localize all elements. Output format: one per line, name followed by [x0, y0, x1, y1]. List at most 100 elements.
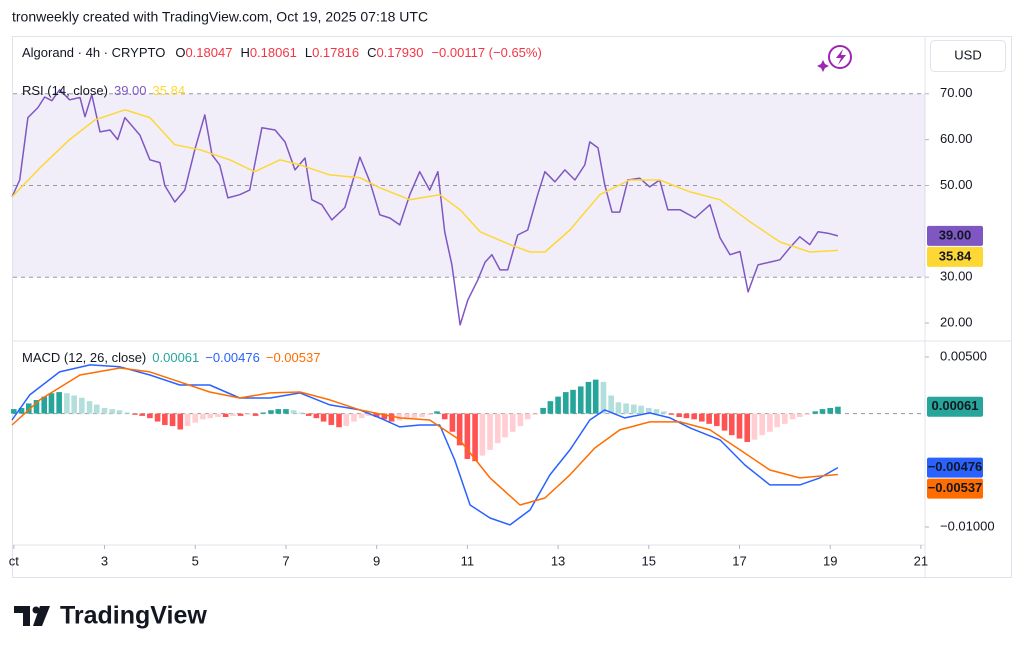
y-tick-label: 60.00	[940, 131, 973, 146]
ohlc-key: H	[240, 45, 249, 60]
series-line	[11, 88, 839, 326]
histogram-bar	[509, 413, 516, 432]
currency-button[interactable]	[930, 40, 1006, 72]
logo-text: TradingView	[60, 602, 207, 630]
histogram-bar	[366, 413, 372, 416]
histogram-bar	[268, 410, 274, 414]
histogram-bar	[434, 411, 440, 414]
histogram-bar	[64, 393, 70, 414]
currency: USD	[954, 47, 981, 62]
ohlc-value: 0.17816	[312, 45, 359, 60]
histogram-bar	[660, 411, 667, 414]
histogram-bar	[797, 413, 803, 418]
histogram-bar	[827, 407, 834, 414]
value-box-label: −0.00476	[928, 459, 983, 474]
histogram-bar	[774, 413, 780, 428]
histogram-bar	[101, 407, 108, 414]
legend-value: 35.84	[153, 83, 186, 98]
lightning-icon	[817, 45, 852, 72]
histogram-bar	[736, 413, 743, 439]
histogram-bar	[275, 409, 282, 414]
histogram-bar	[411, 413, 418, 419]
histogram-bar	[540, 407, 546, 414]
histogram-bar	[11, 409, 17, 414]
histogram-bar	[396, 413, 403, 421]
ohlc-key: L	[305, 45, 312, 60]
x-tick-label: 7	[282, 553, 289, 568]
x-tick-label: 3	[101, 553, 108, 568]
histogram-bar	[494, 413, 501, 444]
legend-value: −0.00537	[266, 350, 321, 365]
histogram-bar	[124, 412, 131, 414]
histogram-bar	[109, 409, 116, 414]
value-box-label: 35.84	[939, 248, 972, 263]
histogram-bar	[290, 410, 297, 414]
histogram-bar	[502, 413, 508, 438]
histogram-bar	[524, 413, 531, 420]
x-tick-label: 19	[823, 553, 837, 568]
histogram-bar	[714, 413, 720, 427]
histogram-bar	[245, 413, 252, 415]
logo: TradingView	[14, 602, 207, 630]
header: tronweekly created with TradingView.com,…	[12, 9, 428, 25]
histogram-bar	[464, 413, 471, 459]
symbol-name: Algorand · 4h · CRYPTO	[22, 45, 165, 60]
histogram-bar	[351, 413, 357, 422]
histogram-bar	[56, 392, 62, 414]
histogram-bar	[517, 413, 524, 427]
histogram-bar	[683, 413, 690, 419]
chart-frame	[12, 36, 1012, 578]
ohlc-key: C	[367, 45, 376, 60]
histogram-bar	[41, 396, 48, 414]
histogram-bar	[192, 413, 199, 423]
histogram-bar	[18, 407, 25, 414]
value-box	[927, 457, 983, 478]
histogram-bar	[215, 413, 221, 418]
histogram-bar	[426, 413, 433, 415]
histogram-bar	[623, 403, 629, 414]
histogram-bar	[328, 413, 335, 425]
histogram-bar	[653, 409, 660, 414]
pane: 0.00500 −0.01000 ct 3 5 7 9 11 13 15 17 19 21 0.00061…	[9, 348, 995, 568]
histogram-bar	[25, 403, 32, 414]
legend-value: −0.00476	[205, 350, 260, 365]
histogram-bar	[728, 413, 735, 436]
histogram-bar	[759, 413, 765, 436]
histogram-bar	[668, 413, 675, 415]
histogram-bar	[358, 413, 365, 419]
histogram-bar	[139, 413, 145, 416]
histogram-bar	[782, 413, 788, 424]
y-tick-label: −0.01000	[940, 518, 995, 533]
histogram-bar	[79, 397, 85, 414]
histogram-bar	[343, 413, 350, 427]
histogram-bar	[456, 413, 463, 446]
histogram-bar	[487, 413, 493, 450]
x-tick-label: 17	[732, 553, 746, 568]
histogram-bar	[154, 413, 161, 422]
histogram-bar	[48, 393, 55, 414]
y-tick-label: 30.00	[940, 269, 973, 284]
histogram-bar	[532, 413, 539, 415]
histogram-bar	[592, 379, 599, 414]
pane-legend: RSI (14, close) 39.00 35.84	[22, 83, 185, 98]
histogram-bar	[608, 395, 614, 414]
histogram-bar	[184, 413, 191, 427]
price-change: −0.00117 (−0.65%)	[431, 45, 541, 60]
value-box	[927, 478, 983, 499]
histogram-bar	[260, 412, 267, 414]
y-tick-label: 70.00	[940, 85, 973, 100]
histogram-bar	[404, 413, 410, 420]
histogram-bar	[699, 413, 705, 422]
ohlc-value: 0.18047	[185, 45, 232, 60]
histogram-bar	[200, 413, 206, 420]
histogram-bar	[252, 413, 259, 416]
histogram-bar	[33, 400, 40, 414]
histogram-bar	[570, 389, 576, 414]
y-tick-label: 20.00	[940, 314, 973, 329]
histogram-bar	[751, 413, 758, 440]
value-box-label: −0.00537	[928, 480, 983, 495]
histogram-bar	[132, 413, 138, 415]
value-box-label: 0.00061	[932, 398, 979, 413]
histogram-bar	[577, 386, 584, 414]
